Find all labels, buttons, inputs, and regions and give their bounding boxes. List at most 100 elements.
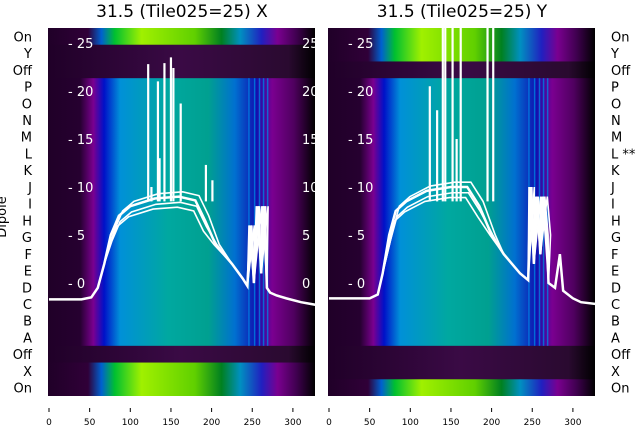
heatmap-row-off <box>48 61 315 79</box>
row-label: G <box>611 231 621 246</box>
heatmap-row-off <box>48 44 315 62</box>
row-label: Off <box>611 64 631 79</box>
heatmap-row-off <box>48 345 315 364</box>
xtick-label: 0 <box>326 418 332 428</box>
y-axis-label: Dipole <box>0 196 10 237</box>
row-label: D <box>611 281 621 296</box>
xtick-label: 100 <box>122 418 139 428</box>
heatmap-row-data <box>48 212 315 230</box>
heatmap-row-data <box>48 228 315 246</box>
row-label: L ** <box>611 147 636 162</box>
row-label: X <box>611 365 620 380</box>
row-label: G <box>22 231 32 246</box>
heatmap-row-on <box>48 379 315 396</box>
heatmap-row-data <box>48 312 315 330</box>
panel-title-y: 31.5 (Tile025=25) Y <box>377 2 548 22</box>
row-label: H <box>22 214 32 229</box>
xtick-label: 50 <box>364 418 376 428</box>
heatmap-row-off <box>328 345 595 364</box>
row-label: Off <box>611 348 631 363</box>
series-line <box>329 181 595 305</box>
overlay-ytick-label: - 5 <box>68 229 85 244</box>
heatmap-row-on <box>48 362 315 380</box>
xtick-label: 100 <box>402 418 419 428</box>
overlay-ytick-label: - 20 <box>348 85 373 100</box>
row-label: P <box>611 81 619 96</box>
row-label: Y <box>23 47 32 62</box>
row-label: On <box>611 30 629 45</box>
overlay-ytick-label: - 5 <box>348 229 365 244</box>
heatmap-row-data <box>328 212 595 230</box>
row-label: I <box>28 198 32 213</box>
row-label: P <box>24 81 32 96</box>
row-label: On <box>611 382 629 397</box>
overlay-ytick-label-right: 15 <box>302 133 319 148</box>
panel-x: - 25 25 - 20 20 - 15 15 - 10 10 - 5 5 - 0 0 <box>48 28 319 396</box>
heatmap-row-data <box>328 228 595 246</box>
overlay-ytick-label-right: 25 <box>302 37 319 52</box>
overlay-ytick-label-right: 20 <box>302 85 319 100</box>
xtick-label: 200 <box>483 418 500 428</box>
xtick-label: 0 <box>46 418 52 428</box>
row-label: J <box>610 181 615 196</box>
heatmap-row-off <box>328 362 595 380</box>
row-label: O <box>611 97 621 112</box>
row-label: F <box>611 248 618 263</box>
heatmap-row-on <box>328 379 595 396</box>
heatmap-row-data <box>328 329 595 347</box>
heatmap-streak <box>253 78 256 346</box>
xtick-label: 50 <box>84 418 96 428</box>
row-label: N <box>611 114 621 129</box>
row-label: M <box>21 131 32 146</box>
overlay-ytick-label: - 25 <box>68 37 93 52</box>
xtick-label: 200 <box>203 418 220 428</box>
row-label: Off <box>13 64 33 79</box>
overlay-ytick-label: - 20 <box>68 85 93 100</box>
row-label: J <box>27 181 32 196</box>
row-label: B <box>611 315 620 330</box>
panel-title-x: 31.5 (Tile025=25) X <box>96 2 268 22</box>
overlay-ytick-label: - 15 <box>68 133 93 148</box>
row-label: On <box>14 382 32 397</box>
overlay-ytick-label: - 0 <box>68 277 85 292</box>
heatmap-row-data <box>48 245 315 263</box>
panel-y: - 25 - 20 - 15 - 10 - 5 - 0 <box>328 28 595 396</box>
xtick-label: 250 <box>524 418 541 428</box>
row-label: K <box>23 164 32 179</box>
row-label: C <box>23 298 32 313</box>
row-label: D <box>22 281 32 296</box>
overlay-ytick-label: - 15 <box>348 133 373 148</box>
heatmap-row-data <box>48 262 315 280</box>
overlay-ytick-label-right: 5 <box>302 229 310 244</box>
row-label: B <box>23 315 32 330</box>
row-label: C <box>611 298 620 313</box>
row-label: F <box>25 248 32 263</box>
heatmap-row-data <box>328 245 595 263</box>
row-label: E <box>24 265 32 280</box>
row-label: I <box>611 198 615 213</box>
overlay-ytick-label: - 10 <box>348 181 373 196</box>
overlay-ytick-label: - 0 <box>348 277 365 292</box>
row-label: L <box>25 147 33 162</box>
series-line <box>49 190 315 306</box>
row-label: Off <box>13 348 33 363</box>
heatmap-row-data <box>48 329 315 347</box>
row-label: M <box>611 131 622 146</box>
row-label: A <box>611 331 620 346</box>
heatmap-streak <box>248 78 250 346</box>
xtick-label: 150 <box>442 418 459 428</box>
row-label: Y <box>610 47 619 62</box>
heatmap-row-on <box>48 28 315 46</box>
row-label: K <box>611 164 620 179</box>
xtick-label: 300 <box>564 418 581 428</box>
overlay-ytick-label: - 10 <box>68 181 93 196</box>
xtick-label: 250 <box>244 418 261 428</box>
row-label: O <box>22 97 32 112</box>
overlay-ytick-label: - 25 <box>348 37 373 52</box>
xtick-label: 300 <box>284 418 301 428</box>
overlay-ytick-label-right: 0 <box>302 277 310 292</box>
row-label: E <box>611 265 619 280</box>
row-label: X <box>23 365 32 380</box>
